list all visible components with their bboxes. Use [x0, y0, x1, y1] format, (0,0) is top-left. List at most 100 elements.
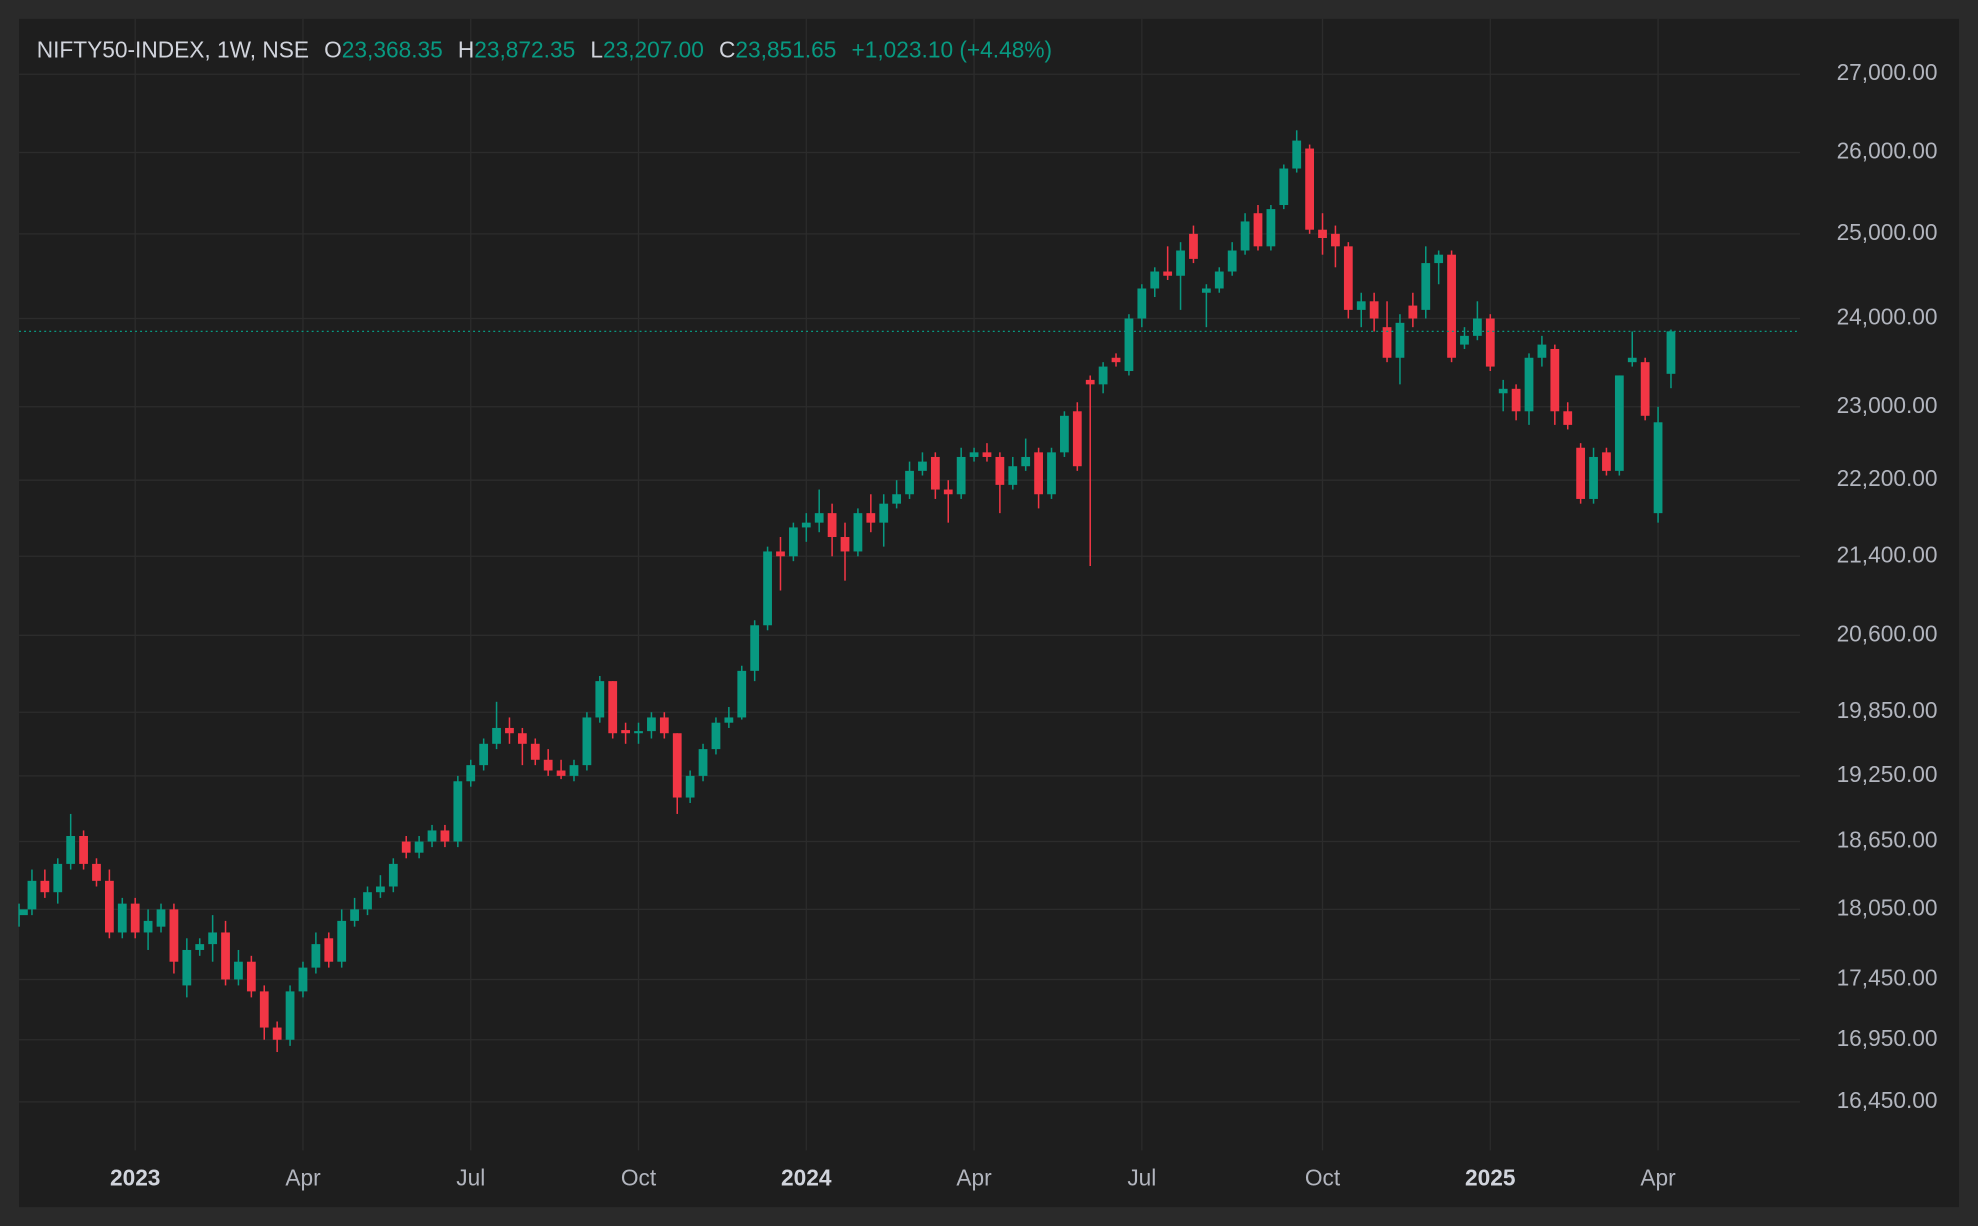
candle-body [763, 551, 772, 626]
candle-body [801, 522, 811, 528]
legend-key: L [590, 37, 603, 63]
candle-body [143, 920, 153, 933]
candle-body [19, 909, 28, 916]
legend-change: +1,023.10 (+4.48%) [852, 37, 1053, 63]
candle-body [246, 961, 256, 992]
y-tick-label: 23,000.00 [1837, 392, 1938, 418]
candle-body [1034, 452, 1043, 495]
candle-body [1176, 250, 1185, 276]
candle-body [1434, 254, 1444, 264]
candle-body [827, 513, 837, 538]
candle-body [1576, 447, 1586, 499]
y-tick-label: 19,850.00 [1837, 697, 1938, 723]
candle-body [492, 727, 501, 744]
candle-body [982, 452, 992, 457]
x-tick-label: Apr [1640, 1164, 1676, 1190]
candle-body [930, 456, 940, 490]
candle-body [1021, 456, 1031, 467]
candle-body [1511, 388, 1521, 412]
candle-body [1060, 415, 1069, 453]
candle-body [298, 967, 308, 992]
candle-body [969, 452, 979, 457]
y-tick-label: 20,600.00 [1837, 620, 1938, 646]
legend-value: 23,851.65 [735, 37, 836, 63]
candle-body [117, 903, 127, 933]
x-tick-label: Jul [1127, 1164, 1156, 1190]
candle-body [414, 841, 424, 853]
candle-body [1279, 168, 1289, 206]
candle-body [853, 513, 863, 552]
candle-body [1150, 271, 1160, 289]
y-tick-label: 22,200.00 [1837, 465, 1938, 491]
candle-body [608, 681, 618, 734]
candle-body [1266, 209, 1276, 247]
candle-body [1318, 229, 1327, 239]
candle-body [285, 991, 295, 1040]
candle-body [311, 944, 321, 968]
candle-body [1602, 452, 1611, 471]
x-tick-label: 2025 [1465, 1164, 1515, 1190]
candle-body [1666, 331, 1676, 374]
candle-body [543, 759, 553, 771]
candle-body [530, 743, 540, 760]
candle-body [582, 717, 592, 766]
candle-body [556, 770, 566, 776]
candle-body [401, 841, 411, 853]
candle-body [892, 494, 902, 504]
candle-body [1227, 250, 1237, 272]
candle-body [1008, 466, 1018, 485]
candle-body [724, 717, 734, 723]
legend-key: C [719, 37, 735, 63]
candle-body [1253, 213, 1263, 247]
candle-body [453, 781, 463, 842]
candle-body [1485, 318, 1495, 367]
candle-body [376, 886, 385, 893]
candle-body [737, 670, 747, 718]
candle-body [1653, 422, 1663, 514]
candle-body [1537, 344, 1547, 358]
candle-body [388, 863, 398, 887]
candle-body [27, 880, 37, 910]
candle-body [685, 775, 695, 798]
y-tick-label: 18,650.00 [1837, 827, 1938, 853]
candle-body [1085, 379, 1095, 385]
candle-body [466, 765, 476, 782]
candle-body [1627, 357, 1637, 363]
candle-body [1447, 254, 1456, 358]
candle-body [569, 765, 579, 776]
candle-body [40, 880, 50, 893]
candle-body [1214, 271, 1224, 289]
y-tick-label: 19,250.00 [1837, 761, 1938, 787]
axes: 16,450.00 16,950.00 17,450.00 18,050.00 18,6… [110, 59, 1938, 1190]
y-tick-label: 24,000.00 [1837, 304, 1938, 330]
candle-body [1201, 288, 1211, 293]
candle-body [750, 625, 760, 671]
candle-body [363, 892, 372, 910]
candle-body [66, 835, 76, 864]
candle-body [698, 749, 708, 776]
candle-body [440, 830, 450, 842]
candle-body [814, 513, 824, 523]
candle-body [1343, 246, 1353, 310]
chart-panel [19, 18, 1959, 1208]
candle-body [647, 717, 656, 732]
candle-body [659, 717, 669, 734]
candle-body [943, 489, 953, 495]
candle-body [169, 909, 179, 962]
candle-body [1524, 357, 1534, 412]
candle-body [866, 513, 876, 523]
candle-body [427, 830, 437, 842]
candle-body [505, 727, 514, 734]
candle-body [1408, 305, 1418, 319]
candle-body [234, 961, 243, 980]
candle-body [182, 949, 192, 986]
y-tick-label: 26,000.00 [1837, 138, 1938, 164]
candle-body [1111, 357, 1121, 363]
y-tick-label: 18,050.00 [1837, 894, 1938, 920]
candle-body [995, 456, 1005, 485]
candle-body [517, 733, 527, 744]
candle-body [337, 920, 347, 962]
candle-body [905, 470, 914, 495]
y-tick-label: 16,450.00 [1837, 1087, 1938, 1113]
